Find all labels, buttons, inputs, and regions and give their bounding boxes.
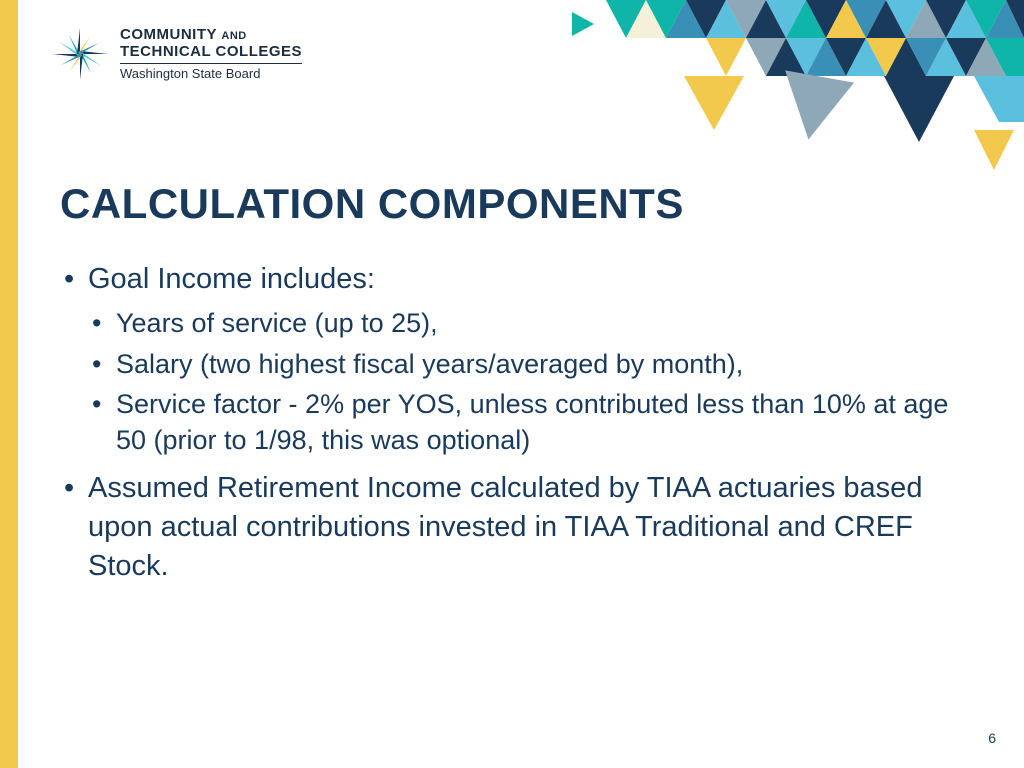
corner-triangle-art [544, 0, 1024, 180]
subbullet-service-factor: Service factor - 2% per YOS, unless cont… [88, 386, 964, 459]
logo: COMMUNITY AND TECHNICAL COLLEGES Washing… [50, 24, 302, 84]
logo-line1a: COMMUNITY [120, 26, 217, 43]
page-title: CALCULATION COMPONENTS [60, 180, 684, 228]
logo-star-icon [50, 24, 110, 84]
logo-line2: TECHNICAL COLLEGES [120, 43, 302, 60]
accent-bar [0, 0, 18, 768]
bullet1-text: Goal Income includes: [88, 263, 375, 295]
content-body: Goal Income includes: Years of service (… [60, 260, 964, 596]
subbullet-yos: Years of service (up to 25), [88, 305, 964, 341]
bullet-assumed-income: Assumed Retirement Income calculated by … [60, 469, 964, 586]
logo-text: COMMUNITY AND TECHNICAL COLLEGES Washing… [120, 26, 302, 82]
page-number: 6 [988, 730, 996, 746]
subbullet-salary: Salary (two highest fiscal years/average… [88, 346, 964, 382]
logo-line3: Washington State Board [120, 63, 302, 82]
logo-and: AND [221, 30, 246, 42]
bullet-goal-income: Goal Income includes: Years of service (… [60, 260, 964, 459]
